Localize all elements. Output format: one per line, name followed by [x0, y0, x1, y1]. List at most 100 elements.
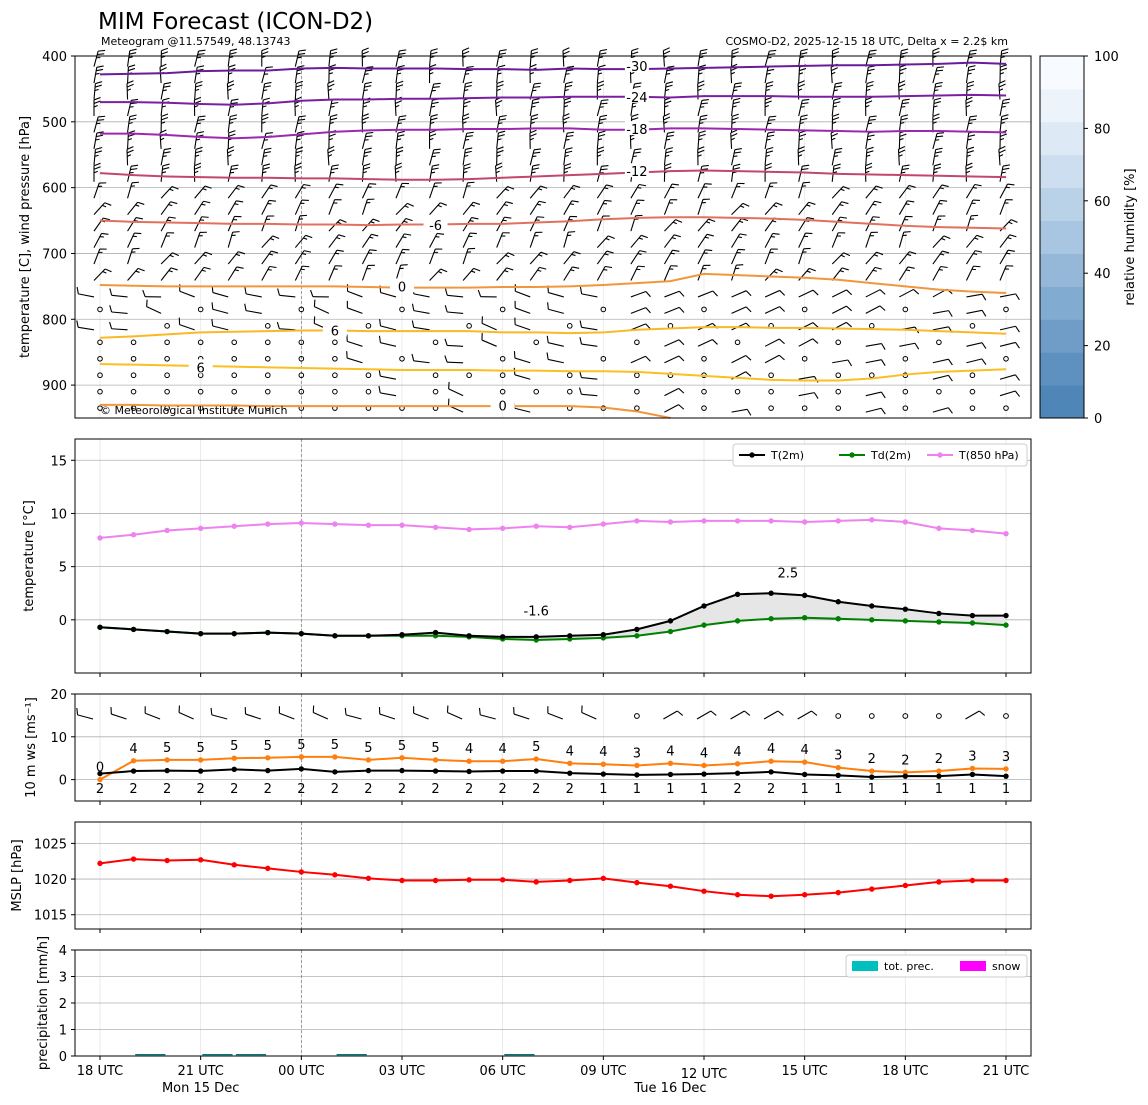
wind-barb — [864, 96, 873, 116]
barb-staff — [966, 342, 983, 347]
isotherm-label-bg — [188, 359, 213, 374]
data-point — [969, 771, 976, 778]
barb-feather — [563, 170, 569, 174]
barb-feather — [498, 122, 503, 125]
barb-feather — [396, 138, 402, 141]
wind-barb — [429, 48, 438, 67]
barb-feather — [965, 104, 971, 108]
wind-barb — [999, 325, 1020, 333]
barb-feather — [974, 237, 979, 240]
wind-barb — [160, 216, 176, 232]
barb-feather — [832, 117, 840, 121]
data-point — [667, 771, 674, 778]
barb-staff — [697, 249, 706, 265]
barb-feather — [330, 117, 338, 121]
calm-circle — [936, 388, 942, 395]
barb-feather — [104, 268, 112, 273]
barb-staff — [630, 250, 641, 265]
wind-barb — [529, 48, 539, 67]
barb-staff — [831, 201, 843, 215]
barb-feather — [673, 234, 681, 238]
barb-staff — [481, 339, 497, 347]
x-tick-label: 21 UTC — [983, 1064, 1029, 1079]
barb-feather — [263, 97, 271, 101]
barb-feather — [430, 117, 438, 121]
barb-feather — [967, 72, 972, 75]
wind-barb — [798, 392, 819, 399]
wind-barb — [261, 81, 272, 100]
barb-feather — [538, 254, 543, 257]
barb-feather — [569, 203, 575, 206]
barb-feather — [331, 101, 339, 105]
wind-barb — [395, 49, 407, 67]
wind-barb — [764, 146, 774, 166]
barb-feather — [968, 68, 976, 72]
calm-circle — [600, 355, 607, 362]
barb-staff — [548, 308, 564, 314]
wind-barb — [227, 251, 246, 265]
barb-feather — [161, 51, 169, 55]
data-point — [533, 756, 539, 762]
barb-staff — [529, 100, 534, 117]
barb-feather — [335, 252, 340, 255]
legend-label: T(2m) — [770, 449, 804, 462]
barb-staff — [596, 100, 603, 117]
wind-barb — [496, 232, 510, 248]
barb-staff — [514, 357, 531, 364]
wind-barb — [898, 200, 915, 215]
barb-feather — [530, 55, 535, 59]
wind-barb — [109, 321, 128, 331]
data-point — [197, 857, 204, 863]
barb-staff — [898, 200, 908, 215]
wind-barb — [93, 232, 109, 248]
barb-feather — [698, 130, 706, 134]
barb-feather — [902, 164, 910, 167]
barb-feather — [234, 203, 239, 206]
barb-feather — [230, 167, 238, 171]
barb-feather — [539, 266, 547, 270]
barb-feather — [998, 80, 1006, 85]
time-axis: 18 UTC 21 UTC 00 UTC 03 UTC 06 UTC 09 UTC 12 U… — [77, 1064, 1029, 1096]
wind-barb — [830, 129, 838, 149]
wind-barb — [865, 115, 877, 133]
barb-feather — [378, 335, 381, 343]
barb-feather — [411, 303, 415, 311]
wind-barb — [529, 63, 537, 84]
barb-feather — [981, 310, 987, 317]
barb-feather — [608, 235, 615, 240]
wind-barb — [663, 97, 672, 116]
calm-circle — [164, 372, 170, 379]
barb-feather — [465, 138, 470, 141]
barb-staff — [447, 711, 463, 720]
barb-feather — [799, 122, 804, 125]
wind-barb — [379, 318, 397, 331]
barb-feather — [578, 387, 582, 395]
wind-barb — [663, 162, 672, 182]
barb-feather — [369, 236, 374, 239]
barb-feather — [934, 151, 943, 154]
barb-feather — [162, 97, 170, 101]
wind-barb — [496, 201, 513, 215]
barb-feather — [396, 88, 401, 92]
data-point — [298, 630, 305, 637]
wind-barb — [999, 219, 1018, 232]
barb-staff — [764, 233, 774, 248]
barb-feather — [732, 167, 741, 170]
barb-feather — [704, 236, 710, 239]
barb-staff — [212, 308, 229, 314]
calm-circle — [835, 339, 842, 346]
barb-feather — [463, 100, 471, 104]
barb-feather — [799, 133, 807, 137]
wind-barb — [462, 131, 474, 149]
data-point — [399, 522, 405, 528]
wind-barb — [93, 248, 107, 265]
barb-feather — [869, 115, 877, 118]
data-point — [97, 860, 103, 867]
barb-feather — [832, 121, 837, 124]
wind-barb — [529, 148, 542, 166]
wind-barb — [932, 132, 945, 149]
barb-feather — [841, 201, 849, 205]
barb-staff — [126, 83, 129, 100]
data-point — [936, 619, 942, 625]
wind-barb — [395, 202, 414, 216]
